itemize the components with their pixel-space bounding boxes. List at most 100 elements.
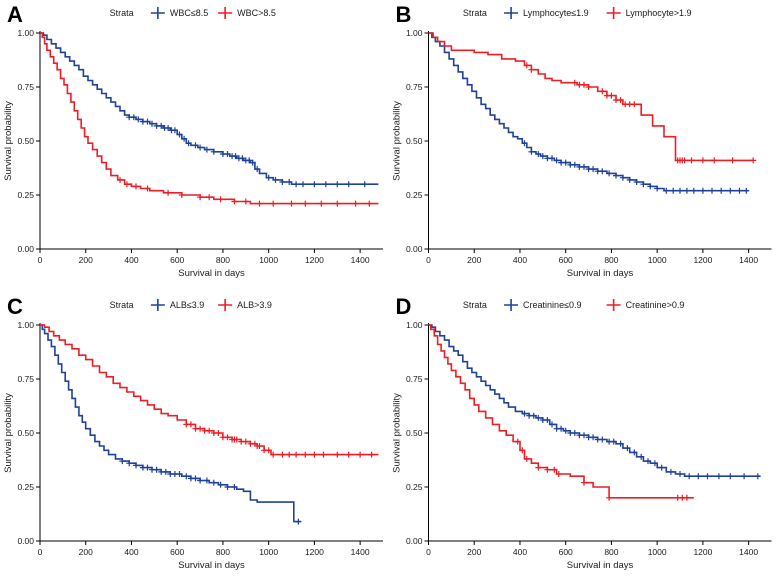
x-tick-label: 800	[604, 547, 618, 557]
y-tick-label: 1.00	[406, 320, 423, 330]
y-tick-label: 0.25	[17, 190, 34, 200]
x-tick-label: 0	[38, 547, 43, 557]
x-tick-label: 200	[79, 255, 93, 265]
y-tick-label: 0.00	[406, 536, 423, 546]
legend-title: Strata	[463, 8, 487, 18]
survival-curve-blue	[40, 32, 379, 185]
panel-letter: D	[396, 294, 412, 319]
legend-marker-red-plus-icon	[606, 7, 621, 19]
censor-marks-red	[117, 176, 373, 207]
x-tick-label: 1200	[693, 255, 712, 265]
km-panel-B: B Strata Lymphocyte≤1.9 Lymphocyte>1.9 0 200 4…	[392, 2, 772, 279]
x-tick-label: 0	[426, 255, 431, 265]
x-tick-label: 200	[79, 547, 93, 557]
x-tick-label: 1400	[739, 547, 758, 557]
panel-cell-D: D Strata Creatinine≤0.9 Creatinine>0.9 0 200 4…	[388, 292, 777, 584]
panel-letter: C	[7, 294, 23, 319]
y-tick-label: 0.75	[406, 82, 423, 92]
censor-marks-blue	[119, 458, 302, 525]
panel-letter: A	[7, 2, 23, 27]
y-tick-label: 1.00	[406, 28, 423, 38]
x-tick-label: 600	[559, 547, 573, 557]
legend-label: WBC>8.5	[237, 8, 276, 18]
x-tick-label: 1400	[351, 547, 370, 557]
km-panel-D: D Strata Creatinine≤0.9 Creatinine>0.9 0 200 4…	[392, 294, 772, 571]
x-tick-label: 1400	[351, 255, 370, 265]
x-tick-label: 1000	[259, 547, 278, 557]
y-tick-label: 0.25	[17, 482, 34, 492]
censor-marks-blue	[521, 140, 750, 194]
y-tick-label: 0.00	[17, 244, 34, 254]
legend-label: Lymphocyte>1.9	[626, 8, 692, 18]
y-tick-label: 0.25	[406, 190, 423, 200]
legend-title: Strata	[110, 8, 134, 18]
survival-curve-red	[428, 32, 754, 162]
km-panel-A: A Strata WBC≤8.5 WBC>8.5 0 200 400 600 800 1000 12…	[3, 2, 383, 279]
censor-marks-red	[514, 438, 690, 501]
survival-curve-red	[428, 324, 694, 499]
legend-label: ALB≤3.9	[170, 300, 204, 310]
panel-cell-B: B Strata Lymphocyte≤1.9 Lymphocyte>1.9 0 200 4…	[388, 0, 777, 292]
panel-cell-A: A Strata WBC≤8.5 WBC>8.5 0 200 400 600 800 1000 12…	[0, 0, 388, 292]
censor-marks-blue	[521, 410, 761, 480]
y-axis-title: Survival probability	[3, 101, 14, 181]
y-tick-label: 0.00	[17, 536, 34, 546]
y-tick-label: 1.00	[17, 320, 34, 330]
legend-marker-red-plus-icon	[218, 299, 233, 311]
panel-cell-C: C Strata ALB≤3.9 ALB>3.9 0 200 400 600 800 1000 12…	[0, 292, 388, 584]
panel-letter: B	[396, 2, 412, 27]
legend-marker-red-plus-icon	[606, 299, 621, 311]
x-tick-label: 0	[426, 547, 431, 557]
x-tick-label: 0	[38, 255, 43, 265]
x-tick-label: 1200	[305, 547, 324, 557]
legend-label: Creatinine>0.9	[626, 300, 685, 310]
y-tick-label: 0.50	[17, 428, 34, 438]
legend-label: Creatinine≤0.9	[523, 300, 581, 310]
x-tick-label: 1000	[648, 547, 667, 557]
y-tick-label: 0.00	[406, 244, 423, 254]
x-axis-title: Survival in days	[567, 560, 634, 571]
x-axis-title: Survival in days	[178, 560, 245, 571]
x-tick-label: 200	[467, 547, 481, 557]
x-tick-label: 600	[170, 547, 184, 557]
x-tick-label: 600	[559, 255, 573, 265]
x-axis-title: Survival in days	[178, 268, 245, 279]
legend-marker-blue-plus-icon	[150, 299, 165, 311]
censor-marks-blue	[126, 114, 368, 188]
x-tick-label: 1000	[259, 255, 278, 265]
legend-marker-blue-plus-icon	[504, 299, 519, 311]
legend-label: Lymphocyte≤1.9	[523, 8, 589, 18]
legend-title: Strata	[110, 300, 134, 310]
y-tick-label: 0.75	[406, 374, 423, 384]
x-tick-label: 800	[216, 547, 230, 557]
legend-title: Strata	[463, 300, 487, 310]
x-tick-label: 400	[513, 547, 527, 557]
y-tick-label: 0.75	[17, 374, 34, 384]
x-tick-label: 1200	[305, 255, 324, 265]
survival-curve-red	[40, 32, 379, 205]
legend-label: ALB>3.9	[237, 300, 272, 310]
y-tick-label: 0.50	[17, 136, 34, 146]
y-axis-title: Survival probability	[392, 393, 403, 473]
x-axis-title: Survival in days	[567, 268, 634, 279]
survival-curve-blue	[428, 324, 761, 477]
legend-marker-blue-plus-icon	[150, 7, 165, 19]
legend-marker-red-plus-icon	[218, 7, 233, 19]
x-tick-label: 1400	[739, 255, 758, 265]
x-tick-label: 400	[124, 255, 138, 265]
x-tick-label: 800	[216, 255, 230, 265]
legend-label: WBC≤8.5	[170, 8, 208, 18]
censor-marks-red	[183, 421, 375, 458]
x-tick-label: 400	[513, 255, 527, 265]
x-tick-label: 800	[604, 255, 618, 265]
x-tick-label: 1200	[693, 547, 712, 557]
y-tick-label: 0.75	[17, 82, 34, 92]
x-tick-label: 600	[170, 255, 184, 265]
y-axis-title: Survival probability	[392, 101, 403, 181]
y-tick-label: 0.50	[406, 428, 423, 438]
y-tick-label: 1.00	[17, 28, 34, 38]
x-tick-label: 200	[467, 255, 481, 265]
y-tick-label: 0.50	[406, 136, 423, 146]
x-tick-label: 1000	[648, 255, 667, 265]
